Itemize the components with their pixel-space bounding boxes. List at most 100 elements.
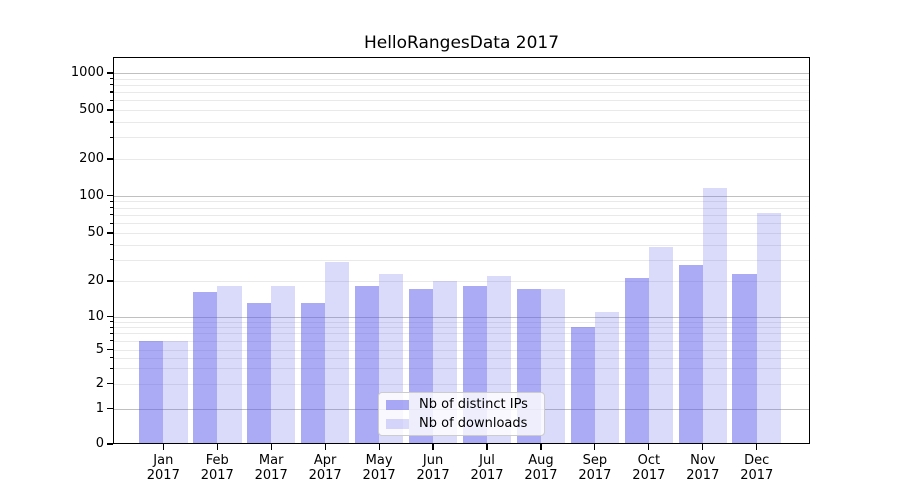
chart-title: HelloRangesData 2017 [363, 33, 560, 53]
gridline-40 [114, 244, 809, 246]
x-tick-label-year: 2017 [578, 468, 612, 483]
x-tick-label-sep: Sep 2017 [555, 453, 635, 483]
legend: Nb of distinct IPs Nb of downloads [378, 392, 545, 436]
y-tick-mark-200 [107, 158, 113, 160]
y-tick-mark-1 [107, 407, 113, 410]
gridline-8 [114, 327, 809, 329]
y-minor-tick-mark-9 [109, 320, 113, 323]
bar-downloads-oct [648, 247, 674, 443]
x-tick-label-month: Jul [479, 453, 495, 468]
y-tick-mark-5 [107, 348, 113, 351]
y-minor-tick-mark-3 [109, 367, 113, 370]
x-tick-label-jun: Jun 2017 [393, 453, 473, 483]
x-tick-label-dec: Dec 2017 [717, 453, 797, 483]
gridline-3 [114, 368, 809, 370]
legend-swatch-distinct-ips-icon [386, 399, 409, 410]
y-tick-mark-500 [107, 109, 113, 111]
bar-distinct-ips-apr [300, 303, 326, 443]
gridline-900 [114, 78, 809, 80]
gridline-1000 [114, 73, 809, 74]
x-tick-label-month: Sep [582, 453, 608, 468]
x-tick-label-month: Jan [153, 453, 174, 468]
x-tick-label-oct: Oct 2017 [609, 453, 689, 483]
gridline-500 [114, 110, 809, 111]
x-tick-label-month: Apr [313, 453, 337, 468]
gridline-70 [114, 214, 809, 216]
x-tick-mark-mar [270, 444, 272, 450]
x-tick-label-jul: Jul 2017 [447, 453, 527, 483]
y-minor-tick-mark-90 [109, 200, 113, 202]
bar-distinct-ips-may [354, 286, 380, 443]
y-tick-label-1000: 1000 [70, 65, 104, 80]
legend-item-distinct-ips: Nb of distinct IPs [386, 397, 544, 412]
bar-downloads-sep [594, 311, 620, 443]
x-tick-label-year: 2017 [146, 468, 180, 483]
y-minor-tick-mark-80 [109, 206, 113, 209]
x-tick-mark-may [378, 444, 380, 450]
x-tick-label-month: Mar [258, 453, 284, 468]
x-tick-label-aug: Aug 2017 [501, 453, 581, 483]
y-tick-mark-1000 [107, 72, 113, 74]
bar-downloads-mar [271, 286, 296, 443]
gridline-2 [114, 383, 809, 385]
y-tick-label-20: 20 [87, 273, 104, 288]
x-tick-label-month: Oct [637, 453, 661, 468]
y-tick-label-50: 50 [87, 225, 104, 240]
y-tick-mark-100 [107, 194, 113, 197]
x-tick-label-mar: Mar 2017 [231, 453, 311, 483]
x-tick-label-year: 2017 [362, 468, 396, 483]
x-tick-mark-feb [216, 444, 218, 450]
legend-label-downloads: Nb of downloads [419, 416, 528, 431]
plot-area [113, 57, 810, 444]
x-tick-label-nov: Nov 2017 [663, 453, 743, 483]
x-tick-label-apr: Apr 2017 [285, 453, 365, 483]
bar-distinct-ips-oct [624, 278, 649, 443]
gridline-100 [114, 195, 809, 197]
x-tick-label-year: 2017 [632, 468, 666, 483]
x-tick-label-year: 2017 [416, 468, 450, 483]
gridline-200 [114, 159, 809, 160]
x-tick-label-year: 2017 [308, 468, 342, 483]
gridline-400 [114, 121, 809, 123]
bar-downloads-nov [702, 188, 728, 443]
gridline-30 [114, 259, 809, 261]
y-tick-label-1: 1 [95, 400, 104, 416]
y-minor-tick-mark-6 [109, 340, 113, 342]
y-minor-tick-mark-8 [109, 326, 113, 328]
gridline-9 [114, 321, 809, 323]
bar-distinct-ips-mar [246, 303, 272, 443]
bar-distinct-ips-dec [732, 273, 757, 443]
y-tick-label-2: 2 [95, 375, 104, 391]
x-tick-label-year: 2017 [254, 468, 288, 483]
gridline-800 [114, 84, 809, 86]
x-tick-label-year: 2017 [524, 468, 558, 483]
gridline-600 [114, 100, 809, 102]
legend-label-distinct-ips: Nb of distinct IPs [419, 397, 528, 412]
x-tick-label-feb: Feb 2017 [177, 453, 257, 483]
y-tick-mark-20 [107, 280, 113, 282]
x-tick-label-month: Jun [422, 453, 444, 468]
legend-swatch-downloads-icon [386, 418, 409, 429]
x-tick-label-month: Feb [205, 453, 229, 468]
y-tick-label-500: 500 [79, 102, 104, 117]
x-tick-mark-oct [648, 444, 650, 450]
gridline-20 [114, 281, 809, 282]
y-minor-tick-mark-40 [109, 244, 113, 246]
x-tick-mark-jul [486, 444, 488, 450]
x-tick-mark-nov [702, 444, 704, 450]
gridline-300 [114, 137, 809, 139]
x-tick-mark-jan [162, 444, 164, 450]
bar-downloads-jan [163, 340, 188, 443]
x-tick-label-year: 2017 [470, 468, 504, 483]
y-minor-tick-mark-800 [109, 84, 113, 86]
x-tick-label-month: Dec [744, 453, 770, 468]
x-tick-mark-apr [324, 444, 326, 450]
bar-downloads-feb [217, 286, 242, 443]
y-minor-tick-mark-700 [109, 91, 113, 93]
x-tick-mark-sep [594, 444, 596, 450]
x-tick-mark-jun [432, 444, 434, 450]
gridline-6 [114, 340, 809, 342]
y-tick-mark-10 [107, 315, 113, 318]
gridline-80 [114, 207, 809, 209]
